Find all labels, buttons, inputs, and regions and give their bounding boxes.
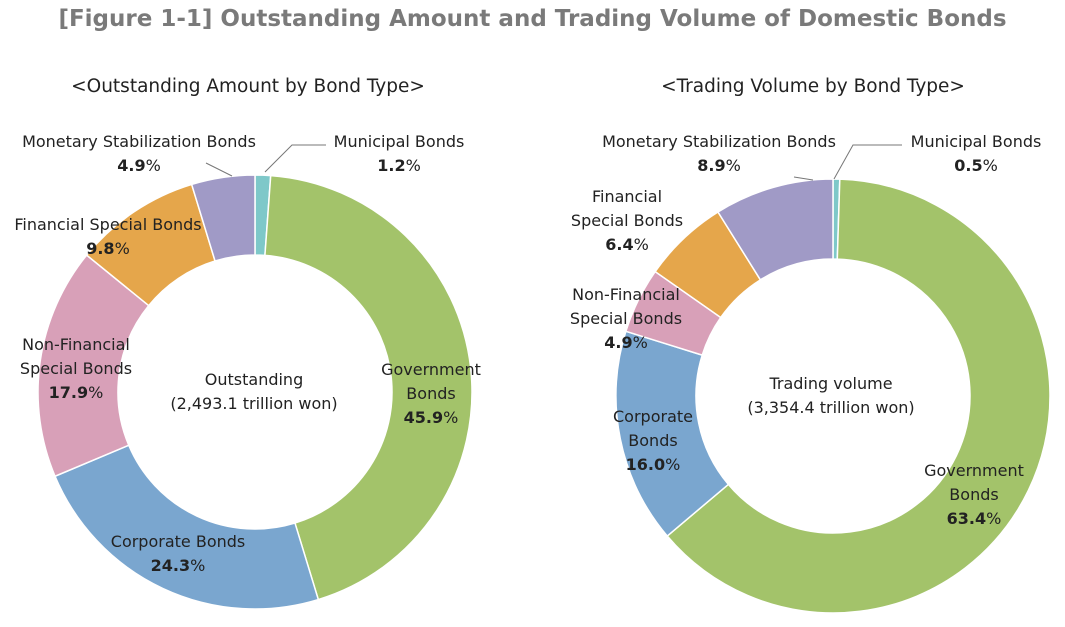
label-government-bonds: Government Bonds 45.9%: [381, 360, 481, 427]
label-monetary-stabilization-bonds: Monetary Stabilization Bonds 8.9%: [602, 132, 836, 175]
label-financial-special-bonds: Financial Special Bonds 6.4%: [570, 187, 684, 254]
label-financial-special-bonds: Financial Special Bonds 9.8%: [14, 215, 202, 258]
outstanding-donut: [37, 144, 473, 610]
trading-subtitle: <Trading Volume by Bond Type>: [661, 76, 965, 97]
label-non-financial-special-bonds: Non-Financial Special Bonds 4.9%: [569, 285, 683, 352]
slice-corporate-bonds: [54, 444, 320, 610]
label-non-financial-special-bonds: Non-Financial Special Bonds 17.9%: [19, 335, 133, 402]
outstanding-center-label: Outstanding (2,493.1 trillion won): [170, 370, 338, 413]
slice-monetary-stabilization-bonds: [190, 174, 256, 262]
trading-donut: [615, 144, 1051, 614]
label-monetary-stabilization-bonds: Monetary Stabilization Bonds 4.9%: [22, 132, 256, 175]
slice-monetary-stabilization-bonds: [716, 178, 834, 281]
label-municipal-bonds: Municipal Bonds 0.5%: [910, 132, 1042, 175]
leader-line: [833, 144, 902, 180]
label-corporate-bonds: Corporate Bonds 24.3%: [110, 532, 246, 575]
label-corporate-bonds: Corporate Bonds 16.0%: [613, 407, 693, 474]
leader-line: [205, 162, 233, 177]
leader-line: [793, 176, 814, 181]
slice-government-bonds: [264, 174, 473, 601]
trading-center-label: Trading volume (3,354.4 trillion won): [747, 374, 915, 417]
outstanding-subtitle: <Outstanding Amount by Bond Type>: [71, 76, 425, 97]
label-municipal-bonds: Municipal Bonds 1.2%: [333, 132, 465, 175]
figure-title: [Figure 1-1] Outstanding Amount and Trad…: [58, 6, 1007, 32]
leader-line: [264, 144, 326, 173]
slice-government-bonds: [666, 178, 1051, 614]
label-government-bonds: Government Bonds 63.4%: [924, 461, 1024, 528]
